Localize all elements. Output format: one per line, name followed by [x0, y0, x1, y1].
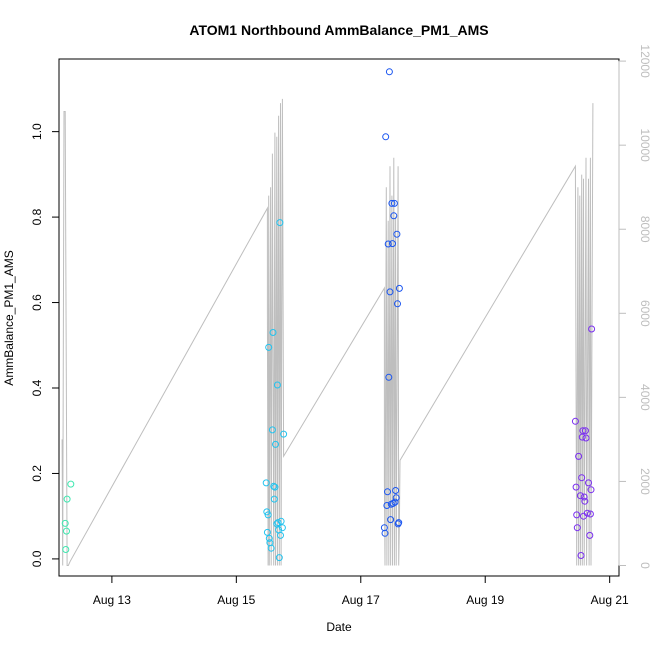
x-tick-label: Aug 19	[466, 593, 504, 607]
data-point	[63, 495, 71, 503]
data-point	[395, 284, 403, 292]
y-tick-label: 0.0	[30, 550, 44, 567]
data-point	[572, 483, 580, 491]
data-point	[61, 519, 69, 527]
x-axis-label: Date	[326, 620, 352, 634]
data-point	[275, 554, 283, 562]
secondary-series-line	[61, 98, 594, 566]
secondary-y-axis: 0 2000 4000 6000 8000 10000 12000	[618, 44, 650, 569]
secondary-y-tick-label: 2000	[638, 468, 650, 495]
data-point	[576, 492, 584, 500]
data-point	[588, 325, 596, 333]
data-point	[384, 488, 391, 496]
data-point	[392, 487, 400, 494]
data-point	[272, 440, 279, 448]
data-point	[573, 524, 581, 532]
data-point	[62, 546, 70, 553]
data-point	[586, 531, 594, 539]
secondary-y-tick-label: 4000	[638, 384, 650, 411]
data-point	[270, 482, 278, 490]
data-point	[585, 479, 592, 487]
data-point	[580, 493, 588, 501]
data-point	[277, 517, 285, 525]
data-point	[389, 240, 396, 248]
y-tick-label: 0.2	[30, 465, 44, 482]
y-tick-label: 1.0	[30, 123, 44, 140]
data-point	[392, 494, 400, 502]
data-point	[573, 511, 581, 519]
data-point	[263, 528, 271, 536]
data-point	[278, 524, 286, 532]
data-point	[389, 499, 397, 507]
data-point	[582, 434, 590, 442]
data-point	[581, 427, 589, 435]
data-point	[265, 343, 273, 351]
x-tick-label: Aug 15	[217, 593, 255, 607]
data-point	[578, 474, 586, 482]
secondary-y-tick-label: 12000	[638, 44, 650, 78]
x-tick-label: Aug 21	[591, 593, 629, 607]
data-point	[276, 219, 284, 227]
data-point	[273, 381, 281, 389]
data-point	[386, 288, 394, 296]
data-point	[63, 527, 70, 535]
data-point	[269, 329, 277, 336]
data-point	[391, 498, 399, 506]
data-point	[270, 495, 278, 503]
data-point	[383, 502, 391, 509]
data-point	[268, 426, 276, 434]
data-point	[581, 497, 589, 505]
data-point	[385, 68, 393, 76]
y-tick-label: 0.4	[30, 379, 44, 396]
data-point	[579, 427, 587, 435]
data-point	[381, 529, 389, 537]
data-point	[575, 452, 583, 460]
data-point	[382, 133, 390, 141]
data-point	[587, 486, 595, 494]
data-point	[393, 230, 401, 238]
secondary-y-tick-label: 0	[638, 562, 650, 569]
chart-title: ATOM1 Northbound AmmBalance_PM1_AMS	[189, 22, 488, 38]
data-point	[265, 534, 273, 542]
data-point	[267, 544, 275, 552]
y-axis: 0.0 0.2 0.4 0.6 0.8 1.0	[30, 123, 60, 567]
data-point	[384, 240, 392, 248]
data-point	[385, 373, 393, 381]
data-point	[583, 509, 591, 517]
data-point	[274, 519, 282, 527]
data-point	[67, 480, 75, 488]
secondary-y-tick-label: 10000	[638, 128, 650, 162]
x-tick-label: Aug 13	[93, 593, 131, 607]
y-axis-label: AmmBalance_PM1_AMS	[2, 250, 16, 385]
y-tick-label: 0.8	[30, 208, 44, 225]
x-tick-label: Aug 17	[342, 593, 380, 607]
secondary-y-tick-label: 6000	[638, 300, 650, 327]
data-point	[394, 300, 401, 308]
data-point	[571, 417, 579, 425]
data-point	[271, 483, 279, 491]
data-point	[390, 199, 398, 207]
data-point	[387, 516, 395, 524]
scatter-points	[61, 68, 596, 562]
data-point	[280, 430, 288, 438]
data-point	[388, 199, 396, 207]
data-point	[277, 531, 284, 539]
secondary-line-series	[61, 98, 594, 566]
data-point	[577, 552, 585, 559]
plot-frame	[58, 58, 620, 577]
secondary-y-tick-label: 8000	[638, 216, 650, 243]
y-tick-label: 0.6	[30, 294, 44, 311]
data-point	[395, 519, 403, 527]
data-point	[586, 510, 594, 518]
data-point	[390, 212, 398, 220]
x-axis: Aug 13 Aug 15 Aug 17 Aug 19 Aug 21	[93, 575, 629, 607]
data-point	[264, 511, 272, 519]
data-point	[262, 479, 270, 487]
